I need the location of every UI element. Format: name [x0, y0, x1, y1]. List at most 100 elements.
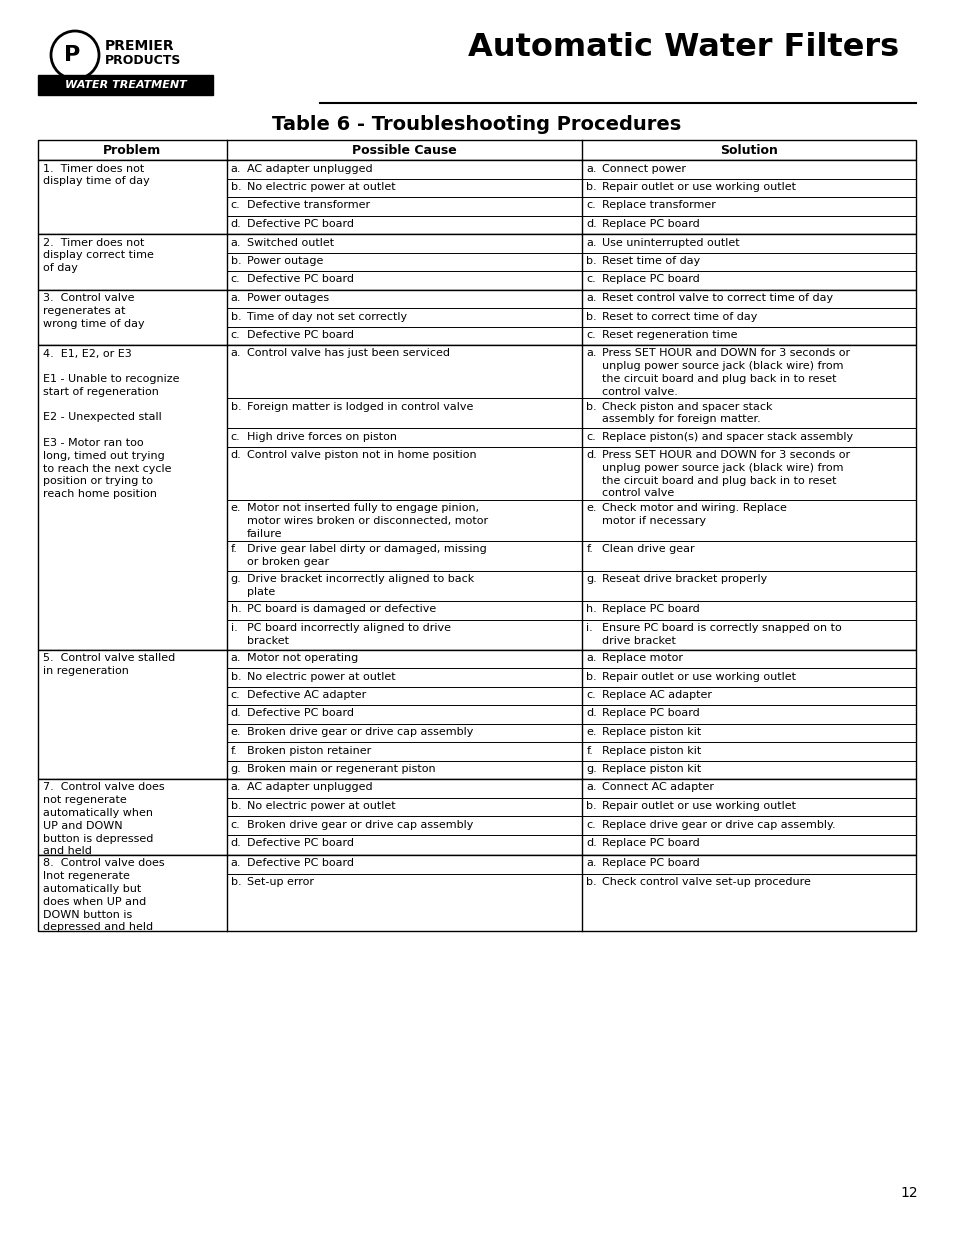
- Text: Repair outlet or use working outlet: Repair outlet or use working outlet: [601, 672, 796, 682]
- Bar: [38, 140, 915, 161]
- Text: d.: d.: [231, 219, 241, 228]
- Text: f.: f.: [231, 545, 237, 555]
- Text: Replace piston kit: Replace piston kit: [601, 727, 700, 737]
- Text: a.: a.: [586, 293, 597, 303]
- Text: i.: i.: [231, 622, 237, 634]
- Text: Problem: Problem: [103, 143, 161, 157]
- Text: Control valve has just been serviced: Control valve has just been serviced: [247, 348, 449, 358]
- Text: f.: f.: [586, 746, 593, 756]
- Text: h.: h.: [231, 604, 241, 615]
- Text: PC board incorrectly aligned to drive
bracket: PC board incorrectly aligned to drive br…: [247, 622, 451, 646]
- Text: Replace PC board: Replace PC board: [601, 274, 700, 284]
- Text: 2.  Timer does not
display correct time
of day: 2. Timer does not display correct time o…: [43, 237, 153, 273]
- Text: Reseat drive bracket properly: Reseat drive bracket properly: [601, 574, 767, 584]
- Text: a.: a.: [231, 348, 241, 358]
- Text: h.: h.: [586, 604, 597, 615]
- Text: c.: c.: [586, 330, 596, 340]
- Text: Replace piston kit: Replace piston kit: [601, 746, 700, 756]
- Text: Replace drive gear or drive cap assembly.: Replace drive gear or drive cap assembly…: [601, 820, 835, 830]
- Text: High drive forces on piston: High drive forces on piston: [247, 431, 396, 441]
- Text: Drive gear label dirty or damaged, missing
or broken gear: Drive gear label dirty or damaged, missi…: [247, 545, 486, 567]
- Text: d.: d.: [586, 839, 597, 848]
- Text: c.: c.: [586, 200, 596, 210]
- Text: Broken drive gear or drive cap assembly: Broken drive gear or drive cap assembly: [247, 820, 473, 830]
- Text: e.: e.: [586, 503, 597, 513]
- Text: Defective PC board: Defective PC board: [247, 219, 354, 228]
- Text: Replace piston kit: Replace piston kit: [601, 764, 700, 774]
- Text: a.: a.: [586, 348, 597, 358]
- Text: c.: c.: [231, 431, 240, 441]
- Text: g.: g.: [231, 574, 241, 584]
- Bar: [38, 855, 915, 931]
- Text: b.: b.: [586, 182, 597, 191]
- Text: Switched outlet: Switched outlet: [247, 237, 334, 247]
- Text: Broken drive gear or drive cap assembly: Broken drive gear or drive cap assembly: [247, 727, 473, 737]
- Text: Use uninterrupted outlet: Use uninterrupted outlet: [601, 237, 740, 247]
- Text: Time of day not set correctly: Time of day not set correctly: [247, 311, 407, 321]
- Text: b.: b.: [231, 256, 241, 266]
- Text: d.: d.: [231, 839, 241, 848]
- Text: d.: d.: [586, 450, 597, 459]
- Text: Possible Cause: Possible Cause: [352, 143, 456, 157]
- Text: 7.  Control valve does
not regenerate
automatically when
UP and DOWN
button is d: 7. Control valve does not regenerate aut…: [43, 783, 165, 857]
- Text: a.: a.: [231, 293, 241, 303]
- Text: d.: d.: [586, 219, 597, 228]
- Bar: [38, 289, 915, 345]
- Text: Set-up error: Set-up error: [247, 877, 314, 887]
- Text: a.: a.: [586, 858, 597, 868]
- Text: c.: c.: [586, 820, 596, 830]
- Text: Replace PC board: Replace PC board: [601, 219, 700, 228]
- Text: Reset time of day: Reset time of day: [601, 256, 700, 266]
- Text: Solution: Solution: [720, 143, 778, 157]
- Text: f.: f.: [586, 545, 593, 555]
- Text: AC adapter unplugged: AC adapter unplugged: [247, 163, 372, 173]
- Text: i.: i.: [586, 622, 593, 634]
- Text: PREMIER: PREMIER: [105, 40, 174, 53]
- Text: b.: b.: [586, 256, 597, 266]
- Text: d.: d.: [231, 709, 241, 719]
- Text: Replace transformer: Replace transformer: [601, 200, 716, 210]
- Bar: [38, 233, 915, 289]
- Text: Repair outlet or use working outlet: Repair outlet or use working outlet: [601, 802, 796, 811]
- Text: Automatic Water Filters: Automatic Water Filters: [467, 32, 898, 63]
- Text: PRODUCTS: PRODUCTS: [105, 54, 181, 68]
- Text: Motor not inserted fully to engage pinion,
motor wires broken or disconnected, m: Motor not inserted fully to engage pinio…: [247, 503, 487, 538]
- Text: Reset regeneration time: Reset regeneration time: [601, 330, 737, 340]
- Text: 4.  E1, E2, or E3

E1 - Unable to recognize
start of regeneration

E2 - Unexpect: 4. E1, E2, or E3 E1 - Unable to recogniz…: [43, 348, 179, 499]
- Text: Defective PC board: Defective PC board: [247, 709, 354, 719]
- Text: Foreign matter is lodged in control valve: Foreign matter is lodged in control valv…: [247, 401, 473, 411]
- Text: P: P: [64, 44, 80, 65]
- Text: Defective PC board: Defective PC board: [247, 274, 354, 284]
- Text: f.: f.: [231, 746, 237, 756]
- Text: b.: b.: [231, 182, 241, 191]
- Text: b.: b.: [586, 401, 597, 411]
- Text: Check piston and spacer stack
assembly for foreign matter.: Check piston and spacer stack assembly f…: [601, 401, 772, 425]
- Text: a.: a.: [231, 163, 241, 173]
- Text: Replace PC board: Replace PC board: [601, 858, 700, 868]
- Text: 3.  Control valve
regenerates at
wrong time of day: 3. Control valve regenerates at wrong ti…: [43, 293, 145, 329]
- Text: b.: b.: [586, 672, 597, 682]
- Text: Ensure PC board is correctly snapped on to
drive bracket: Ensure PC board is correctly snapped on …: [601, 622, 841, 646]
- Text: Connect AC adapter: Connect AC adapter: [601, 783, 714, 793]
- Text: Clean drive gear: Clean drive gear: [601, 545, 694, 555]
- Text: Replace PC board: Replace PC board: [601, 709, 700, 719]
- Text: Defective PC board: Defective PC board: [247, 330, 354, 340]
- Text: PC board is damaged or defective: PC board is damaged or defective: [247, 604, 436, 615]
- Text: a.: a.: [586, 237, 597, 247]
- Text: e.: e.: [231, 727, 241, 737]
- Text: 5.  Control valve stalled
in regeneration: 5. Control valve stalled in regeneration: [43, 653, 175, 676]
- Text: a.: a.: [586, 783, 597, 793]
- Text: e.: e.: [586, 727, 597, 737]
- Text: Replace PC board: Replace PC board: [601, 604, 700, 615]
- Text: Check motor and wiring. Replace
motor if necessary: Check motor and wiring. Replace motor if…: [601, 503, 786, 526]
- Text: d.: d.: [231, 450, 241, 459]
- Text: Drive bracket incorrectly aligned to back
plate: Drive bracket incorrectly aligned to bac…: [247, 574, 474, 598]
- Text: Broken piston retainer: Broken piston retainer: [247, 746, 371, 756]
- Text: Connect power: Connect power: [601, 163, 685, 173]
- Text: Defective AC adapter: Defective AC adapter: [247, 690, 366, 700]
- Bar: [38, 161, 915, 233]
- Text: b.: b.: [231, 802, 241, 811]
- Text: Table 6 - Troubleshooting Procedures: Table 6 - Troubleshooting Procedures: [273, 116, 680, 135]
- Text: c.: c.: [231, 200, 240, 210]
- Text: c.: c.: [231, 330, 240, 340]
